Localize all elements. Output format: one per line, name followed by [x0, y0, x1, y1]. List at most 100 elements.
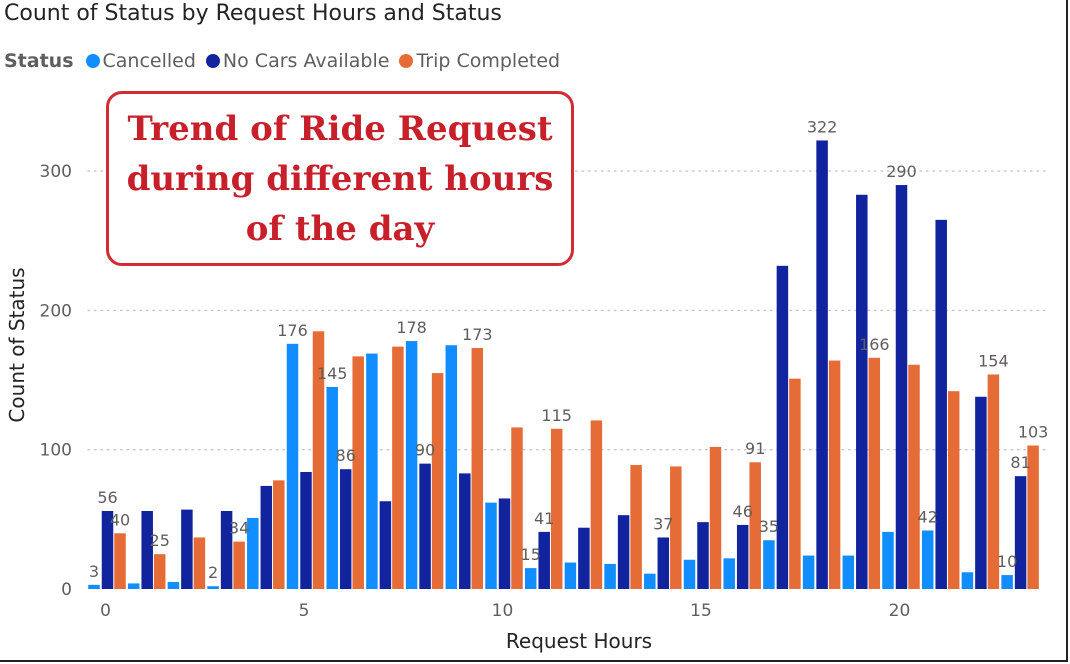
bar-no-cars-available: [935, 219, 947, 590]
data-label-cancelled: 176: [277, 321, 308, 340]
data-label-cancelled: 145: [317, 364, 348, 383]
data-label-no-cars-available: 41: [534, 509, 554, 528]
data-label-cancelled: 10: [997, 552, 1017, 571]
bar-no-cars-available: [776, 265, 789, 589]
bar-trip-completed: [312, 331, 325, 589]
data-label-cancelled: 35: [759, 517, 779, 536]
bar-cancelled: [88, 584, 100, 589]
bar-no-cars-available: [260, 485, 273, 589]
bar-trip-completed: [273, 480, 285, 589]
x-tick-label: 10: [492, 601, 514, 621]
chart-title: Count of Status by Request Hours and Sta…: [4, 1, 502, 26]
bar-cancelled: [524, 568, 537, 589]
bar-no-cars-available: [141, 510, 153, 589]
bar-no-cars-available: [895, 185, 908, 589]
bar-cancelled: [802, 555, 815, 589]
data-label-no-cars-available: 322: [807, 117, 838, 136]
legend-label-no-cars-available: No Cars Available: [222, 50, 390, 72]
bar-trip-completed: [392, 346, 404, 589]
data-label-cancelled: 2: [208, 563, 218, 582]
data-label-no-cars-available: 56: [97, 488, 117, 507]
bar-no-cars-available: [1014, 476, 1027, 589]
y-axis-title: Count of Status: [5, 267, 29, 422]
bar-cancelled: [247, 517, 259, 589]
bar-cancelled: [763, 540, 775, 589]
data-label-no-cars-available: 81: [1010, 453, 1030, 472]
bar-trip-completed: [670, 466, 682, 589]
bar-no-cars-available: [856, 194, 868, 589]
bar-trip-completed: [153, 554, 166, 589]
data-label-no-cars-available: 46: [733, 502, 753, 521]
legend-item-trip-completed[interactable]: Trip Completed: [399, 50, 560, 72]
data-label-no-cars-available: 290: [886, 162, 917, 181]
bar-no-cars-available: [300, 471, 312, 589]
bar-trip-completed: [352, 356, 364, 589]
x-axis-title: Request Hours: [506, 629, 652, 653]
bar-trip-completed: [630, 465, 642, 589]
bar-trip-completed: [471, 348, 484, 589]
bar-trip-completed: [789, 378, 801, 589]
data-label-trip-completed: 91: [745, 439, 765, 458]
y-tick-label: 300: [40, 162, 72, 182]
bar-trip-completed: [431, 373, 444, 589]
bar-trip-completed: [590, 420, 603, 589]
data-label-trip-completed: 103: [1018, 423, 1049, 442]
data-label-no-cars-available: 90: [415, 441, 435, 460]
bar-no-cars-available: [379, 501, 392, 589]
legend-title: Status: [4, 50, 74, 72]
bar-cancelled: [127, 583, 140, 589]
bar-no-cars-available: [538, 531, 550, 589]
data-label-trip-completed: 166: [859, 335, 890, 354]
bar-no-cars-available: [459, 473, 471, 589]
legend-label-trip-completed: Trip Completed: [416, 50, 561, 72]
legend-item-no-cars-available[interactable]: No Cars Available: [205, 50, 390, 72]
bar-cancelled: [167, 582, 180, 589]
bar-no-cars-available: [736, 524, 749, 589]
bar-cancelled: [723, 558, 735, 589]
bar-no-cars-available: [578, 527, 590, 589]
x-tick-label: 0: [100, 601, 111, 621]
bar-trip-completed: [709, 446, 722, 589]
bar-no-cars-available: [657, 537, 670, 589]
bar-cancelled: [286, 343, 299, 589]
bar-trip-completed: [550, 428, 563, 589]
bar-no-cars-available: [697, 522, 709, 589]
bar-cancelled: [405, 341, 418, 589]
bar-trip-completed: [1027, 445, 1039, 589]
legend-label-cancelled: Cancelled: [102, 50, 196, 72]
x-tick-label: 20: [889, 601, 911, 621]
bar-cancelled: [326, 387, 338, 589]
bar-trip-completed: [749, 462, 761, 589]
data-label-cancelled: 178: [396, 318, 427, 337]
bar-no-cars-available: [220, 510, 233, 589]
data-label-cancelled: 15: [521, 545, 541, 564]
bar-no-cars-available: [339, 469, 352, 589]
data-label-trip-completed: 34: [229, 519, 249, 538]
data-label-no-cars-available: 86: [336, 446, 356, 465]
data-label-trip-completed: 25: [150, 531, 170, 550]
legend-item-cancelled[interactable]: Cancelled: [85, 50, 196, 72]
bar-no-cars-available: [498, 498, 511, 589]
bar-cancelled: [921, 530, 934, 589]
bar-cancelled: [445, 345, 458, 589]
legend: Status Cancelled No Cars Available Trip …: [4, 50, 570, 72]
legend-dot-cancelled: [85, 54, 100, 68]
data-label-trip-completed: 40: [110, 510, 130, 529]
bar-trip-completed: [987, 374, 1000, 589]
bar-trip-completed: [828, 360, 841, 589]
bar-cancelled: [683, 559, 696, 589]
bar-cancelled: [1001, 575, 1013, 589]
bar-no-cars-available: [617, 515, 630, 589]
bar-trip-completed: [233, 541, 245, 589]
bar-cancelled: [366, 353, 378, 589]
y-tick-label: 100: [40, 441, 72, 461]
x-tick-label: 15: [690, 601, 712, 621]
data-label-cancelled: 3: [89, 562, 99, 581]
bar-cancelled: [842, 555, 855, 589]
bar-trip-completed: [947, 391, 960, 589]
data-label-no-cars-available: 37: [653, 514, 673, 533]
bar-cancelled: [644, 573, 656, 589]
annotation-box: Trend of Ride Request during different h…: [106, 91, 574, 266]
